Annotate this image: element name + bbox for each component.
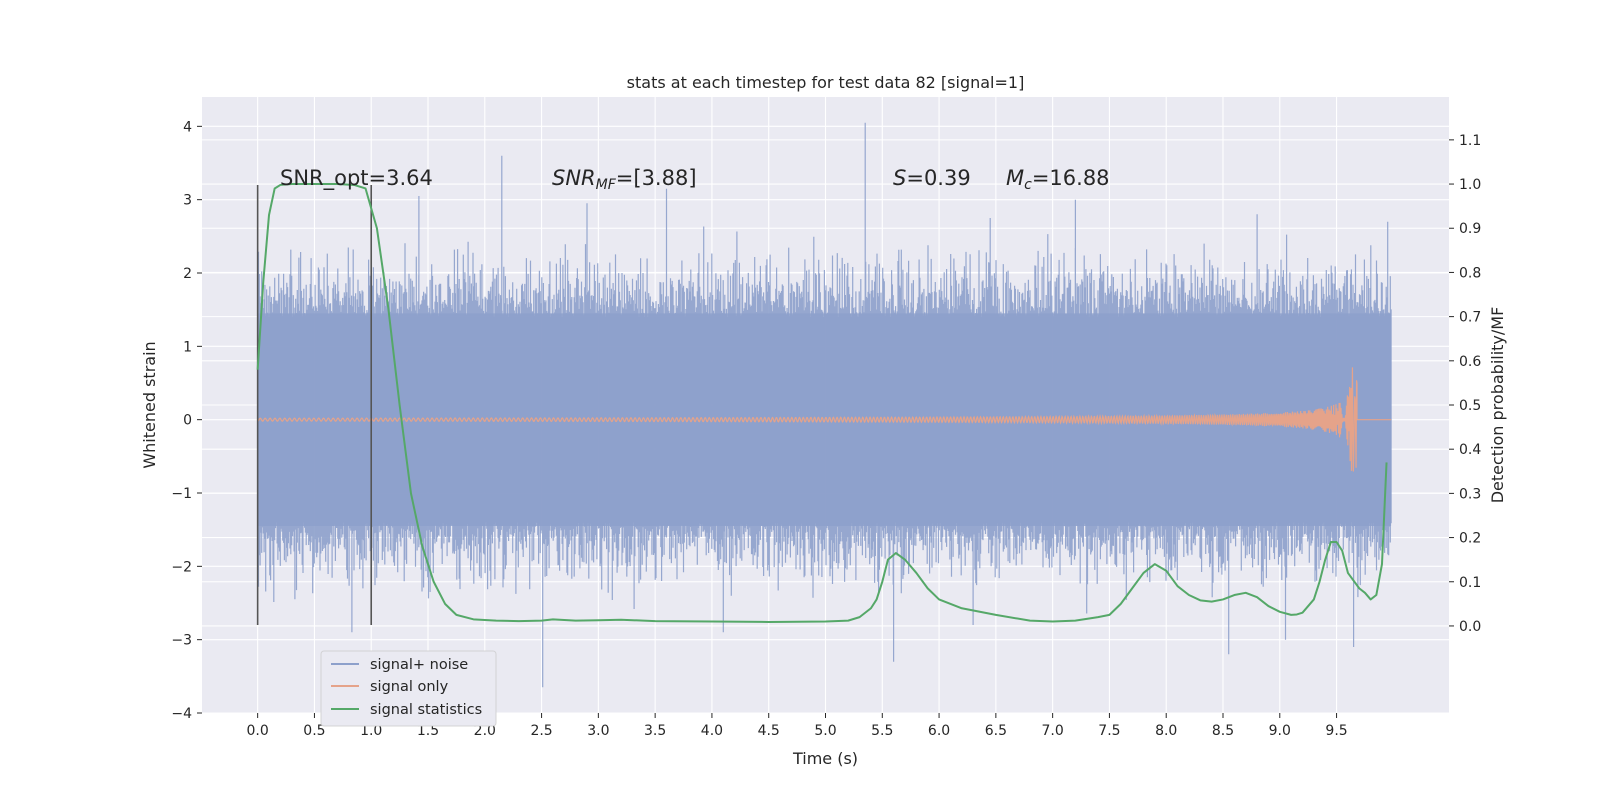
y-left-tick-label: −1 [171, 486, 192, 502]
y-right-tick-label: 0.2 [1459, 531, 1481, 547]
x-tick-label: 0.5 [303, 723, 325, 739]
y-right-tick-label: 1.0 [1459, 177, 1481, 193]
y-right-tick-label: 0.9 [1459, 221, 1481, 237]
y-right-tick-label: 0.6 [1459, 354, 1481, 370]
y-left-tick-label: −4 [171, 706, 192, 722]
y-right-tick-label: 0.5 [1459, 398, 1481, 414]
x-tick-label: 6.0 [928, 723, 950, 739]
series-signal-statistics [256, 183, 1388, 623]
x-tick-label: 2.5 [530, 723, 552, 739]
y-axis-left-ticks: −4 −3 −2 −1 0 1 2 3 4 [171, 119, 202, 722]
x-tick-label: 5.5 [871, 723, 893, 739]
x-tick-label: 6.5 [985, 723, 1007, 739]
annotation-snr-opt: SNR_opt=3.64 [280, 166, 433, 191]
x-axis-ticks: 0.0 0.5 1.0 1.5 2.0 2.5 3.0 3.5 4.0 4.5 5.0 5.5 6.0 6… [247, 713, 1348, 739]
y-left-tick-label: −3 [171, 633, 192, 649]
y-left-tick-label: 0 [183, 413, 192, 429]
y-left-tick-label: 1 [183, 339, 192, 355]
x-tick-label: 3.0 [587, 723, 609, 739]
x-tick-label: 7.5 [1098, 723, 1120, 739]
legend: signal+ noise signal only signal statist… [320, 650, 497, 727]
y-left-tick-label: 3 [183, 193, 192, 209]
x-axis-label: Time (s) [792, 749, 858, 768]
legend-item-signal-only: signal only [331, 679, 449, 695]
y-right-tick-label: 0.0 [1459, 619, 1481, 635]
y-left-tick-label: 4 [183, 119, 192, 135]
legend-box [320, 650, 497, 727]
x-tick-label: 7.0 [1042, 723, 1064, 739]
x-tick-label: 2.0 [474, 723, 496, 739]
x-tick-label: 3.5 [644, 723, 666, 739]
x-tick-label: 8.0 [1155, 723, 1177, 739]
x-tick-label: 0.0 [247, 723, 269, 739]
legend-item-signal-statistics: signal statistics [331, 702, 482, 718]
y-axis-left-label: Whitened strain [140, 341, 159, 468]
legend-item-signal-noise: signal+ noise [331, 657, 468, 673]
annotation-snr-mf: SNRMF=[3.88] [552, 166, 697, 193]
x-tick-label: 9.0 [1269, 723, 1291, 739]
y-axis-right-ticks: 0.0 0.1 0.2 0.3 0.4 0.5 0.6 0.7 0.8 0.9 1.0 1.1 [1449, 133, 1481, 635]
plot-series [256, 122, 1392, 688]
y-right-tick-label: 0.8 [1459, 265, 1481, 281]
x-tick-label: 8.5 [1212, 723, 1234, 739]
y-left-tick-label: 2 [183, 266, 192, 282]
y-right-tick-label: 0.1 [1459, 575, 1481, 591]
legend-label-signal-statistics: signal statistics [370, 702, 482, 718]
y-right-tick-label: 0.7 [1459, 310, 1481, 326]
y-right-tick-label: 1.1 [1459, 133, 1481, 149]
chart-title: stats at each timestep for test data 82 … [627, 73, 1025, 92]
annotation-s: S=0.39 [893, 166, 971, 190]
legend-label-signal-only: signal only [370, 679, 449, 695]
x-tick-label: 5.0 [814, 723, 836, 739]
annotation-mc: Mc=16.88 [1006, 166, 1110, 193]
y-axis-right-label: Detection probability/MF [1488, 307, 1507, 504]
x-tick-label: 1.5 [417, 723, 439, 739]
series-signal-only [257, 367, 1392, 472]
x-tick-label: 9.5 [1325, 723, 1347, 739]
legend-label-signal-noise: signal+ noise [370, 657, 468, 673]
y-right-tick-label: 0.4 [1459, 442, 1481, 458]
x-tick-label: 4.5 [758, 723, 780, 739]
x-tick-label: 4.0 [701, 723, 723, 739]
x-tick-label: 1.0 [360, 723, 382, 739]
y-right-tick-label: 0.3 [1459, 486, 1481, 502]
y-left-tick-label: −2 [171, 559, 192, 575]
